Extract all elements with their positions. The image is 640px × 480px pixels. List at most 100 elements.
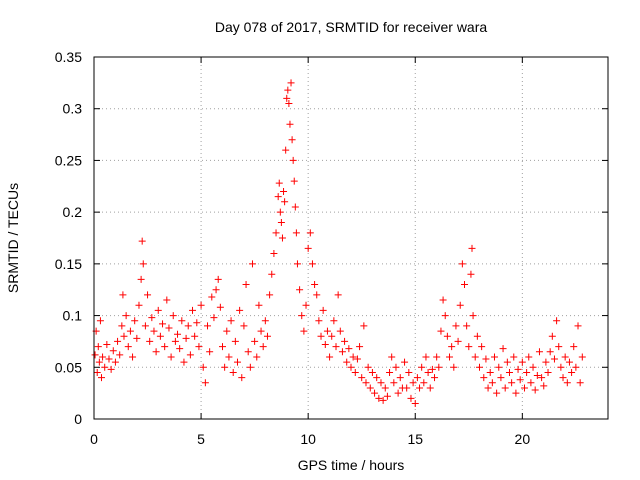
data-point bbox=[167, 353, 175, 361]
data-point bbox=[510, 353, 518, 361]
data-point bbox=[315, 317, 323, 325]
data-point bbox=[338, 348, 346, 356]
x-tick-label: 20 bbox=[515, 431, 531, 447]
data-point bbox=[330, 317, 338, 325]
data-point bbox=[270, 250, 278, 258]
data-point bbox=[101, 363, 109, 371]
data-point bbox=[563, 379, 571, 387]
data-point bbox=[478, 343, 486, 351]
x-tick-label: 10 bbox=[300, 431, 316, 447]
data-point bbox=[548, 332, 556, 340]
data-point bbox=[343, 358, 351, 366]
data-point bbox=[282, 146, 290, 154]
data-point bbox=[458, 260, 466, 268]
data-point bbox=[488, 379, 496, 387]
grid-layer bbox=[94, 57, 608, 419]
data-point bbox=[431, 374, 439, 382]
data-point bbox=[555, 343, 563, 351]
y-tick-label: 0.3 bbox=[63, 101, 83, 117]
data-point bbox=[568, 368, 576, 376]
data-point bbox=[553, 317, 561, 325]
data-point bbox=[505, 368, 513, 376]
y-axis-label: SRMTID / TECUs bbox=[5, 183, 21, 293]
data-point bbox=[304, 244, 312, 252]
data-point bbox=[480, 374, 488, 382]
data-point bbox=[456, 301, 464, 309]
data-point bbox=[302, 301, 310, 309]
data-point bbox=[138, 237, 146, 245]
data-point bbox=[364, 363, 372, 371]
data-point bbox=[379, 396, 387, 404]
data-point bbox=[542, 358, 550, 366]
data-point bbox=[341, 337, 349, 345]
data-point bbox=[246, 363, 254, 371]
data-point bbox=[538, 374, 546, 382]
data-point bbox=[124, 343, 132, 351]
data-point bbox=[272, 229, 280, 237]
data-point bbox=[468, 244, 476, 252]
data-point bbox=[111, 358, 119, 366]
data-point bbox=[452, 322, 460, 330]
data-point bbox=[240, 322, 248, 330]
data-point bbox=[413, 374, 421, 382]
data-point bbox=[319, 306, 327, 314]
data-point bbox=[544, 368, 552, 376]
data-point bbox=[122, 312, 130, 320]
data-point bbox=[420, 379, 428, 387]
data-point bbox=[529, 363, 537, 371]
data-point bbox=[278, 234, 286, 242]
data-point bbox=[520, 384, 528, 392]
data-point bbox=[535, 348, 543, 356]
data-point bbox=[347, 363, 355, 371]
data-point bbox=[233, 358, 241, 366]
data-point bbox=[257, 327, 265, 335]
data-point bbox=[171, 337, 179, 345]
data-point bbox=[281, 198, 289, 206]
data-point bbox=[199, 363, 207, 371]
data-point bbox=[345, 345, 353, 353]
data-point bbox=[99, 353, 107, 361]
data-point bbox=[152, 348, 160, 356]
data-point bbox=[163, 296, 171, 304]
data-point bbox=[433, 353, 441, 361]
data-point bbox=[96, 317, 104, 325]
data-point bbox=[416, 384, 424, 392]
data-point bbox=[386, 368, 394, 376]
x-axis-label: GPS time / hours bbox=[298, 457, 405, 473]
data-point bbox=[366, 384, 374, 392]
data-point bbox=[375, 394, 383, 402]
data-point bbox=[107, 365, 115, 373]
data-point bbox=[290, 177, 298, 185]
data-point bbox=[557, 363, 565, 371]
data-point bbox=[561, 353, 569, 361]
data-point bbox=[178, 317, 186, 325]
data-point bbox=[95, 358, 103, 366]
data-point bbox=[518, 358, 526, 366]
y-tick-label: 0.15 bbox=[55, 256, 82, 272]
data-point bbox=[197, 301, 205, 309]
ticks-layer: 0 0.05 0.1 0.15 0.2 0.25 0.3 0.35 0 5 10 15 20 bbox=[55, 49, 608, 447]
data-point bbox=[91, 351, 99, 359]
plot-area-border bbox=[93, 56, 609, 420]
data-point bbox=[578, 353, 586, 361]
data-point bbox=[276, 208, 284, 216]
data-point bbox=[576, 379, 584, 387]
data-point bbox=[531, 386, 539, 394]
data-point bbox=[493, 389, 501, 397]
data-point bbox=[216, 303, 224, 311]
data-point bbox=[184, 322, 192, 330]
data-point bbox=[284, 86, 292, 94]
data-point bbox=[231, 337, 239, 345]
data-point bbox=[210, 314, 218, 322]
y-tick-label: 0.1 bbox=[63, 308, 83, 324]
data-point bbox=[94, 343, 102, 351]
data-point bbox=[191, 332, 199, 340]
data-point bbox=[525, 353, 533, 361]
data-point bbox=[251, 337, 259, 345]
data-point bbox=[328, 332, 336, 340]
data-point bbox=[280, 187, 288, 195]
data-point bbox=[448, 343, 456, 351]
data-point bbox=[486, 368, 494, 376]
